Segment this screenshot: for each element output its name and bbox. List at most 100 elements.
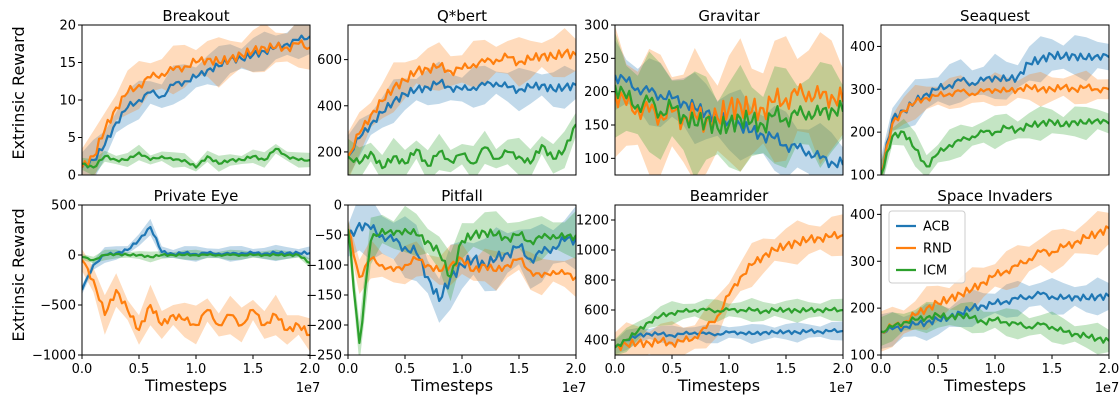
panel-seaquest: Seaquest 100 200 300 400	[850, 7, 1110, 184]
legend-label-acb: ACB	[923, 220, 950, 235]
series-icm	[82, 147, 310, 169]
plot-area	[348, 205, 576, 355]
y-tick-label: 100	[850, 349, 875, 364]
band-rnd	[82, 25, 310, 175]
x-axis-label: Timesteps	[943, 376, 1026, 395]
x-tick-label: 0.0	[338, 362, 359, 377]
plot-area	[82, 218, 310, 352]
band-acb	[881, 35, 1109, 175]
y-tick-label: −150	[306, 289, 342, 304]
y-tick-label: 1200	[576, 214, 609, 229]
chart-title: Space Invaders	[937, 187, 1052, 205]
series-rnd	[615, 83, 843, 134]
band-acb	[615, 321, 843, 355]
series-acb	[348, 78, 576, 158]
y-tick-label: 300	[850, 255, 875, 270]
y-tick-label: 0	[334, 199, 342, 214]
plot-area	[348, 28, 576, 175]
series-icm	[615, 306, 843, 349]
y-tick-label: 200	[850, 302, 875, 317]
y-tick-label: 10	[59, 94, 76, 109]
chart-title: Pitfall	[441, 187, 483, 205]
series-icm	[348, 123, 576, 170]
series-icm	[881, 312, 1109, 344]
x-offset-label: 1e7	[1095, 381, 1120, 396]
y-tick-label: 15	[59, 56, 76, 71]
plot-area	[881, 35, 1109, 175]
legend-label-icm: ICM	[923, 264, 947, 279]
band-acb	[881, 277, 1109, 349]
x-tick-label: 0.0	[871, 362, 892, 377]
chart-title: Q*bert	[437, 7, 487, 25]
x-tick-label: 1.0	[452, 362, 473, 377]
band-acb	[82, 25, 310, 175]
x-tick-label: 2.0	[300, 362, 321, 377]
chart-title: Private Eye	[154, 187, 239, 205]
band-rnd	[615, 214, 843, 355]
panel-private-eye: Private Eye −1000 −500 0 500 0.0 0.5 1.0 1.5 2.0 T…	[32, 187, 320, 396]
series-rnd	[881, 83, 1109, 175]
y-tick-label: 100	[850, 169, 875, 184]
plot-area	[615, 25, 843, 175]
series-rnd	[82, 39, 310, 168]
x-tick-label: 2.0	[566, 362, 587, 377]
y-tick-label: 400	[584, 334, 609, 349]
y-tick-label: 0	[68, 249, 76, 264]
y-tick-label: 300	[850, 83, 875, 98]
band-rnd	[348, 28, 576, 175]
axes-frame	[880, 24, 1110, 176]
x-offset-label: 1e7	[829, 381, 854, 396]
plot-area	[615, 214, 843, 355]
chart-title: Breakout	[162, 7, 229, 25]
band-acb	[82, 218, 310, 295]
x-tick-label: 2.0	[833, 362, 854, 377]
x-tick-label: 1.0	[719, 362, 740, 377]
legend: ACB RND ICM	[888, 210, 966, 284]
y-tick-label: 400	[317, 99, 342, 114]
y-axis-label-bottom: Extrinsic Reward	[9, 208, 28, 341]
x-tick-label: 2.0	[1099, 362, 1120, 377]
series-icm	[615, 84, 843, 135]
x-tick-label: 0.0	[72, 362, 93, 377]
x-tick-label: 1.5	[776, 362, 797, 377]
band-icm	[881, 106, 1109, 175]
series-rnd	[881, 225, 1109, 334]
band-rnd	[82, 249, 310, 352]
chart-title: Seaquest	[960, 7, 1030, 25]
plot-area	[881, 211, 1109, 355]
panel-pitfall: Pitfall −250 −200 −150 −100 −50 0 0.0 0.5 1.0 1.5 2…	[306, 187, 586, 396]
y-tick-label: 100	[584, 152, 609, 167]
panel-q-bert: Q*bert 200 400 600	[317, 7, 577, 176]
y-tick-label: 200	[317, 145, 342, 160]
band-icm	[615, 32, 843, 175]
y-tick-label: 800	[584, 274, 609, 289]
y-tick-label: 0	[68, 169, 76, 184]
y-tick-label: −100	[306, 259, 342, 274]
y-tick-label: 600	[584, 304, 609, 319]
y-axis-label-top: Extrinsic Reward	[9, 26, 28, 159]
y-tick-label: −250	[306, 349, 342, 364]
panel-space-invaders: Space Invaders 100 200 300 400 0.0 0.5 1.0 1.5 2.…	[850, 187, 1119, 396]
y-tick-label: 250	[584, 52, 609, 67]
y-tick-label: 200	[850, 126, 875, 141]
x-tick-label: 0.5	[395, 362, 416, 377]
y-tick-label: 500	[51, 199, 76, 214]
axes-frame	[614, 24, 844, 176]
y-tick-label: 400	[850, 40, 875, 55]
x-tick-label: 0.5	[129, 362, 150, 377]
series-icm	[881, 118, 1109, 175]
band-icm	[348, 205, 576, 355]
axes-frame	[347, 24, 577, 176]
plot-area	[82, 25, 310, 175]
x-tick-label: 0.5	[662, 362, 683, 377]
y-tick-label: −500	[40, 299, 76, 314]
series-acb	[881, 290, 1109, 334]
x-tick-label: 1.0	[985, 362, 1006, 377]
series-rnd	[348, 228, 576, 281]
x-tick-label: 1.5	[1042, 362, 1063, 377]
series-rnd	[348, 48, 576, 158]
y-tick-label: −1000	[32, 349, 76, 364]
panel-breakout: Breakout 0 5 10 15 20	[59, 7, 311, 184]
y-tick-label: 1000	[576, 244, 609, 259]
